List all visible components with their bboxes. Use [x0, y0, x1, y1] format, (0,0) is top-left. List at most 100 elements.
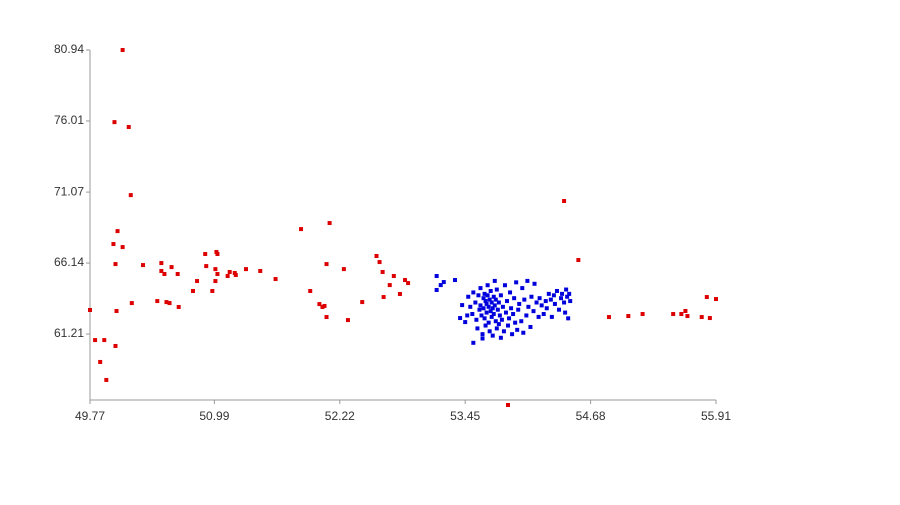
point	[606, 315, 611, 320]
point	[683, 308, 688, 313]
point	[341, 267, 346, 272]
point	[520, 286, 525, 291]
point	[481, 306, 486, 311]
point	[551, 293, 556, 298]
point	[273, 277, 278, 282]
point	[463, 320, 468, 325]
point	[484, 301, 489, 306]
point	[470, 312, 475, 317]
point	[490, 306, 495, 311]
point	[501, 329, 506, 334]
point	[452, 278, 457, 283]
point	[517, 301, 522, 306]
point	[525, 278, 530, 283]
point	[486, 304, 491, 309]
point	[317, 302, 322, 307]
y-tick-label: 80.94	[54, 42, 84, 56]
point	[162, 271, 167, 276]
point	[213, 279, 218, 284]
x-tick-label: 53.45	[450, 409, 480, 423]
point	[565, 294, 570, 299]
point	[562, 199, 567, 204]
point	[494, 287, 499, 292]
point	[707, 316, 712, 321]
point	[522, 297, 527, 302]
point	[120, 245, 125, 250]
point	[704, 295, 709, 300]
point	[360, 300, 365, 305]
point	[113, 343, 118, 348]
point	[113, 262, 118, 267]
point	[169, 265, 174, 270]
point	[434, 287, 439, 292]
point	[562, 300, 567, 305]
point	[514, 280, 519, 285]
point	[671, 312, 676, 317]
point	[552, 301, 557, 306]
point	[499, 317, 504, 322]
y-tick-label: 71.07	[54, 184, 84, 198]
point	[546, 291, 551, 296]
y-tick-label: 66.14	[54, 255, 84, 269]
point	[485, 293, 490, 298]
point	[699, 315, 704, 320]
point	[465, 313, 470, 318]
point	[481, 296, 486, 301]
point	[544, 306, 549, 311]
point	[519, 319, 524, 324]
point	[479, 313, 484, 318]
point	[243, 267, 248, 272]
point	[568, 299, 573, 304]
point	[438, 283, 443, 288]
point	[195, 279, 200, 284]
point	[126, 125, 131, 130]
point	[387, 283, 392, 288]
point	[471, 290, 476, 295]
point	[490, 333, 495, 338]
point	[466, 294, 471, 299]
point	[515, 327, 520, 332]
point	[485, 283, 490, 288]
point	[487, 329, 492, 334]
point	[714, 297, 718, 302]
point	[434, 274, 439, 279]
point	[203, 251, 208, 256]
point	[529, 294, 534, 299]
point	[497, 313, 502, 318]
point	[215, 271, 220, 276]
point	[164, 300, 169, 305]
point	[478, 303, 483, 308]
point	[640, 312, 645, 317]
point	[480, 336, 485, 341]
point	[324, 315, 329, 320]
point	[475, 326, 480, 331]
point	[155, 299, 160, 304]
point	[403, 278, 408, 283]
point	[213, 267, 218, 272]
point	[503, 310, 508, 315]
point	[534, 300, 539, 305]
x-tick-label: 55.91	[701, 409, 731, 423]
point	[495, 307, 500, 312]
point	[215, 251, 220, 256]
point	[406, 281, 411, 286]
point	[509, 306, 514, 311]
point	[549, 314, 554, 319]
point	[320, 304, 325, 309]
point	[474, 317, 479, 322]
x-tick-label: 50.99	[199, 409, 229, 423]
point	[502, 283, 507, 288]
point	[556, 307, 561, 312]
point	[543, 299, 548, 304]
point	[531, 309, 536, 314]
point	[159, 261, 164, 266]
point	[486, 320, 491, 325]
point	[563, 310, 568, 315]
point	[324, 262, 329, 267]
point	[175, 271, 180, 276]
point	[484, 310, 489, 315]
point	[494, 326, 499, 331]
x-tick-label: 49.77	[75, 409, 105, 423]
point	[214, 249, 219, 254]
